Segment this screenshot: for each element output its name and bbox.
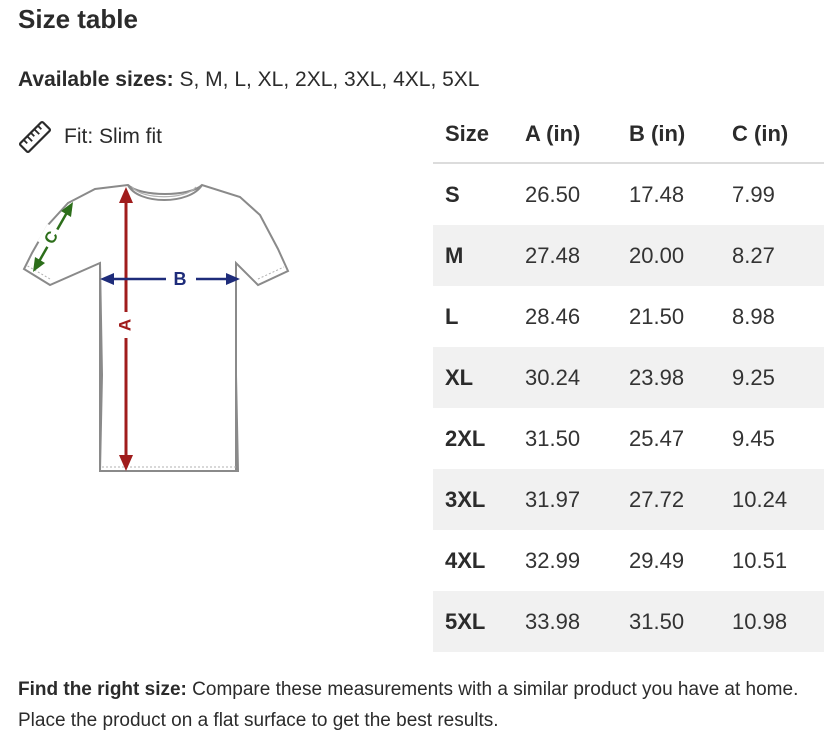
table-row: L 28.46 21.50 8.98 bbox=[433, 286, 824, 347]
cell-b: 23.98 bbox=[629, 347, 732, 408]
table-row: M 27.48 20.00 8.27 bbox=[433, 225, 824, 286]
available-sizes: Available sizes: S, M, L, XL, 2XL, 3XL, … bbox=[18, 68, 479, 92]
tshirt-measurement-diagram: A B C bbox=[22, 183, 290, 472]
header-b: B (in) bbox=[629, 106, 732, 164]
fit-text: Fit: Slim fit bbox=[64, 125, 162, 148]
size-advice: Find the right size: Compare these measu… bbox=[18, 674, 828, 736]
cell-size: M bbox=[433, 225, 525, 286]
page-title: Size table bbox=[18, 4, 138, 34]
table-row: 2XL 31.50 25.47 9.45 bbox=[433, 408, 824, 469]
available-sizes-label: Available sizes: bbox=[18, 68, 174, 91]
cell-c: 9.45 bbox=[732, 425, 775, 451]
available-sizes-value: S, M, L, XL, 2XL, 3XL, 4XL, 5XL bbox=[173, 68, 480, 91]
cell-b: 17.48 bbox=[629, 181, 685, 207]
table-row: S 26.50 17.48 7.99 bbox=[433, 163, 824, 225]
cell-a: 32.99 bbox=[525, 547, 581, 573]
label-a: A bbox=[115, 319, 134, 331]
cell-size: 5XL bbox=[433, 591, 525, 652]
cell-size: XL bbox=[433, 347, 525, 408]
cell-a: 33.98 bbox=[525, 591, 629, 652]
ruler-icon bbox=[18, 120, 52, 154]
table-row: 5XL 33.98 31.50 10.98 bbox=[433, 591, 824, 652]
cell-b: 29.49 bbox=[629, 547, 685, 573]
table-row: 4XL 32.99 29.49 10.51 bbox=[433, 530, 824, 591]
cell-c: 9.25 bbox=[732, 347, 824, 408]
label-b: B bbox=[174, 269, 187, 289]
cell-size: 2XL bbox=[445, 425, 486, 451]
cell-c: 10.98 bbox=[732, 591, 824, 652]
cell-size: 3XL bbox=[433, 469, 525, 530]
header-size: Size bbox=[433, 106, 525, 164]
size-advice-label: Find the right size: bbox=[18, 679, 187, 700]
cell-b: 27.72 bbox=[629, 469, 732, 530]
cell-c: 7.99 bbox=[732, 181, 775, 207]
cell-b: 20.00 bbox=[629, 225, 732, 286]
table-row: XL 30.24 23.98 9.25 bbox=[433, 347, 824, 408]
cell-size: S bbox=[445, 181, 460, 207]
cell-a: 31.50 bbox=[525, 425, 581, 451]
header-a: A (in) bbox=[525, 106, 629, 164]
cell-b: 21.50 bbox=[629, 303, 685, 329]
measurement-c: C bbox=[33, 202, 73, 272]
header-c: C (in) bbox=[732, 106, 824, 164]
size-table-header: Size A (in) B (in) C (in) bbox=[433, 106, 824, 164]
fit-info: Fit: Slim fit bbox=[18, 120, 162, 154]
measurement-a: A bbox=[115, 187, 136, 471]
cell-a: 27.48 bbox=[525, 225, 629, 286]
size-advice-text: Compare these measurements with a simila… bbox=[18, 679, 799, 731]
size-table: Size A (in) B (in) C (in) S 26.50 17.48 … bbox=[433, 106, 824, 652]
cell-a: 28.46 bbox=[525, 303, 581, 329]
table-row: 3XL 31.97 27.72 10.24 bbox=[433, 469, 824, 530]
cell-c: 10.51 bbox=[732, 547, 788, 573]
cell-c: 8.98 bbox=[732, 303, 775, 329]
cell-c: 8.27 bbox=[732, 225, 824, 286]
cell-size: L bbox=[445, 303, 459, 329]
measurement-b: B bbox=[100, 269, 240, 289]
cell-size: 4XL bbox=[445, 547, 486, 573]
cell-a: 31.97 bbox=[525, 469, 629, 530]
tshirt-outline bbox=[22, 183, 290, 472]
cell-b: 31.50 bbox=[629, 591, 732, 652]
cell-a: 30.24 bbox=[525, 347, 629, 408]
cell-a: 26.50 bbox=[525, 181, 581, 207]
cell-c: 10.24 bbox=[732, 469, 824, 530]
cell-b: 25.47 bbox=[629, 425, 685, 451]
